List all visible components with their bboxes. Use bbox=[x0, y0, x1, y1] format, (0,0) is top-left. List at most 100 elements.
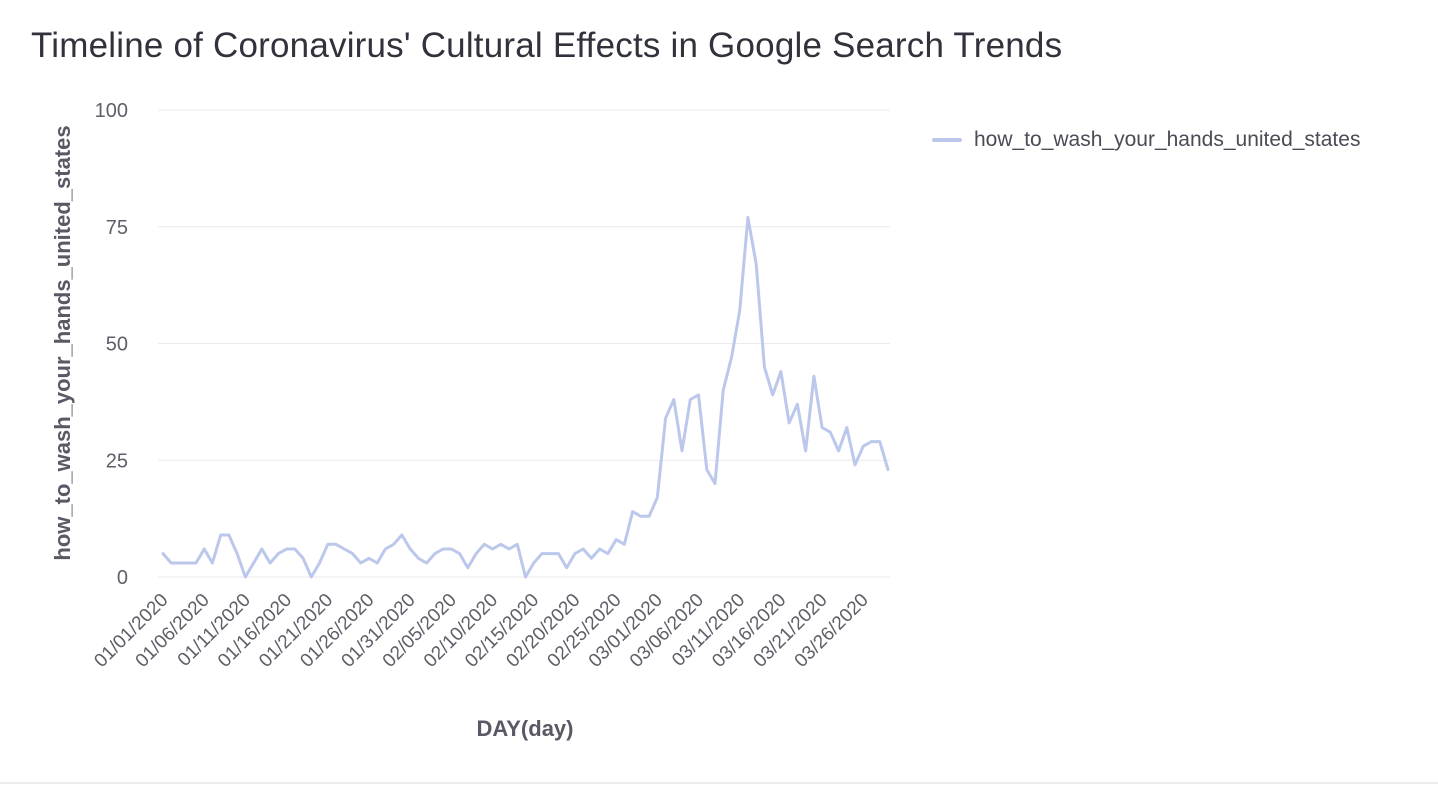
data-point[interactable] bbox=[876, 438, 884, 446]
data-point[interactable] bbox=[662, 414, 670, 422]
chart-title: Timeline of Coronavirus' Cultural Effect… bbox=[31, 26, 1063, 65]
data-point[interactable] bbox=[826, 428, 834, 436]
data-point[interactable] bbox=[266, 559, 274, 567]
data-point[interactable] bbox=[217, 531, 225, 539]
data-point[interactable] bbox=[480, 540, 488, 548]
data-point[interactable] bbox=[728, 354, 736, 362]
data-point[interactable] bbox=[332, 540, 340, 548]
data-point[interactable] bbox=[414, 554, 422, 562]
data-point[interactable] bbox=[250, 559, 258, 567]
data-point[interactable] bbox=[604, 550, 612, 558]
data-point[interactable] bbox=[241, 573, 249, 581]
legend-swatch bbox=[932, 138, 962, 142]
data-point[interactable] bbox=[497, 540, 505, 548]
y-axis-ticks: 0 25 50 75 100 bbox=[95, 100, 128, 589]
data-point[interactable] bbox=[365, 554, 373, 562]
data-point[interactable] bbox=[835, 447, 843, 455]
y-tick-label: 75 bbox=[106, 217, 128, 239]
data-point[interactable] bbox=[340, 545, 348, 553]
data-point[interactable] bbox=[447, 545, 455, 553]
data-point[interactable] bbox=[283, 545, 291, 553]
data-point[interactable] bbox=[868, 438, 876, 446]
data-point[interactable] bbox=[810, 372, 818, 380]
data-point[interactable] bbox=[777, 368, 785, 376]
data-point[interactable] bbox=[513, 540, 521, 548]
data-point[interactable] bbox=[884, 466, 892, 474]
data-point[interactable] bbox=[769, 391, 777, 399]
data-point[interactable] bbox=[390, 540, 398, 548]
data-point[interactable] bbox=[307, 573, 315, 581]
data-point[interactable] bbox=[579, 545, 587, 553]
data-point[interactable] bbox=[785, 419, 793, 427]
legend-item[interactable]: how_to_wash_your_hands_united_states bbox=[932, 128, 1360, 152]
data-point[interactable] bbox=[670, 396, 678, 404]
data-point[interactable] bbox=[818, 424, 826, 432]
data-point[interactable] bbox=[555, 550, 563, 558]
data-point[interactable] bbox=[695, 391, 703, 399]
data-point[interactable] bbox=[406, 545, 414, 553]
data-point[interactable] bbox=[464, 564, 472, 572]
data-point[interactable] bbox=[703, 466, 711, 474]
series-line[interactable] bbox=[161, 215, 890, 579]
data-point[interactable] bbox=[522, 573, 530, 581]
data-point[interactable] bbox=[349, 550, 357, 558]
data-point[interactable] bbox=[472, 550, 480, 558]
data-point[interactable] bbox=[793, 400, 801, 408]
data-point[interactable] bbox=[653, 494, 661, 502]
data-point[interactable] bbox=[637, 512, 645, 520]
data-point[interactable] bbox=[489, 545, 497, 553]
data-point[interactable] bbox=[505, 545, 513, 553]
data-point[interactable] bbox=[373, 559, 381, 567]
data-point[interactable] bbox=[176, 559, 184, 567]
y-tick-label: 0 bbox=[117, 567, 128, 589]
data-point[interactable] bbox=[744, 213, 752, 221]
data-point[interactable] bbox=[398, 531, 406, 539]
data-point[interactable] bbox=[274, 550, 282, 558]
data-point[interactable] bbox=[629, 508, 637, 516]
data-point[interactable] bbox=[225, 531, 233, 539]
y-tick-label: 25 bbox=[106, 450, 128, 472]
data-point[interactable] bbox=[620, 540, 628, 548]
data-point[interactable] bbox=[760, 363, 768, 371]
data-point[interactable] bbox=[167, 559, 175, 567]
data-point[interactable] bbox=[184, 559, 192, 567]
data-point[interactable] bbox=[316, 559, 324, 567]
data-point[interactable] bbox=[719, 386, 727, 394]
data-point[interactable] bbox=[291, 545, 299, 553]
data-point[interactable] bbox=[678, 447, 686, 455]
data-point[interactable] bbox=[736, 307, 744, 315]
x-axis-title: DAY(day) bbox=[477, 716, 574, 741]
data-point[interactable] bbox=[587, 554, 595, 562]
data-point[interactable] bbox=[258, 545, 266, 553]
y-tick-label: 50 bbox=[106, 334, 128, 356]
data-point[interactable] bbox=[851, 461, 859, 469]
data-point[interactable] bbox=[538, 550, 546, 558]
data-point[interactable] bbox=[357, 559, 365, 567]
data-point[interactable] bbox=[752, 260, 760, 268]
data-point[interactable] bbox=[159, 550, 167, 558]
data-point[interactable] bbox=[645, 512, 653, 520]
data-point[interactable] bbox=[233, 550, 241, 558]
data-point[interactable] bbox=[686, 396, 694, 404]
data-point[interactable] bbox=[563, 564, 571, 572]
data-point[interactable] bbox=[423, 559, 431, 567]
data-point[interactable] bbox=[843, 424, 851, 432]
data-point[interactable] bbox=[431, 550, 439, 558]
data-point[interactable] bbox=[612, 536, 620, 544]
data-point[interactable] bbox=[571, 550, 579, 558]
data-point[interactable] bbox=[456, 550, 464, 558]
data-point[interactable] bbox=[596, 545, 604, 553]
data-point[interactable] bbox=[208, 559, 216, 567]
data-point[interactable] bbox=[200, 545, 208, 553]
data-point[interactable] bbox=[802, 447, 810, 455]
data-point[interactable] bbox=[381, 545, 389, 553]
data-point[interactable] bbox=[859, 442, 867, 450]
data-point[interactable] bbox=[192, 559, 200, 567]
data-point[interactable] bbox=[546, 550, 554, 558]
data-point[interactable] bbox=[439, 545, 447, 553]
data-point[interactable] bbox=[530, 559, 538, 567]
data-point[interactable] bbox=[711, 480, 719, 488]
y-tick-label: 100 bbox=[95, 100, 128, 122]
data-point[interactable] bbox=[299, 554, 307, 562]
data-point[interactable] bbox=[324, 540, 332, 548]
